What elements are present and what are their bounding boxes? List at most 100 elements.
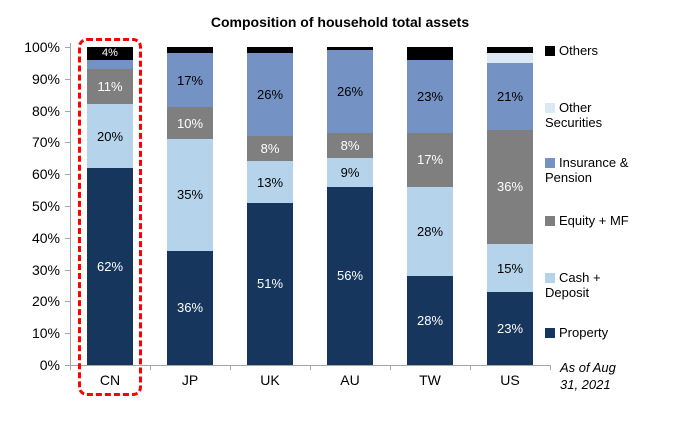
segment-value-label: 11% [97, 79, 123, 95]
category-label-cn: CN [99, 372, 121, 388]
segment-value-label: 23% [416, 88, 444, 104]
legend-swatch [545, 158, 555, 168]
category-label-uk: UK [260, 372, 280, 388]
legend-label: Cash + Deposit [545, 270, 601, 300]
category-label-jp: JP [181, 372, 199, 388]
y-tick-label: 50% [31, 198, 60, 214]
legend-swatch [545, 103, 555, 113]
y-axis-tick [65, 270, 70, 271]
y-axis [70, 43, 71, 365]
x-axis-tick [390, 365, 391, 370]
legend-item-others: Others [545, 43, 637, 58]
legend-item-cash-deposit: Cash + Deposit [545, 270, 637, 300]
legend-label: Others [559, 43, 599, 58]
bar-segment-property: 23% [487, 291, 533, 365]
bar-segment-equity-mf: 11% [87, 69, 133, 105]
bar-segment-others [247, 47, 293, 54]
y-tick-label: 30% [31, 261, 60, 278]
segment-value-label: 26% [256, 87, 284, 103]
y-tick-label: 100% [24, 39, 60, 55]
legend-swatch [545, 273, 555, 283]
y-axis-tick [65, 174, 70, 175]
legend-item-insurance-pension: Insurance & Pension [545, 155, 637, 185]
bar-segment-insurance-pension: 26% [247, 53, 293, 137]
x-axis-tick [310, 365, 311, 370]
bar-segment-insurance-pension: 26% [327, 50, 373, 133]
y-axis-tick [65, 47, 70, 48]
y-axis-tick [65, 301, 70, 302]
segment-value-label: 20% [96, 128, 124, 144]
x-axis-tick [550, 365, 551, 370]
bar-segment-insurance-pension [87, 59, 133, 70]
legend-label: Equity + MF [559, 213, 629, 228]
y-tick-label: 0% [39, 357, 60, 373]
bar-segment-equity-mf: 10% [167, 107, 213, 140]
x-axis-tick [150, 365, 151, 370]
segment-value-label: 56% [336, 268, 364, 284]
bar-segment-equity-mf: 36% [487, 129, 533, 245]
bar-segment-equity-mf: 17% [407, 132, 453, 187]
segment-value-label: 36% [496, 179, 524, 195]
y-axis-tick [65, 206, 70, 207]
y-tick-label: 40% [31, 229, 60, 246]
as-of-note-line1: As of Aug [560, 360, 616, 375]
bar-segment-cash-deposit: 20% [87, 104, 133, 168]
bar-segment-property: 51% [247, 202, 293, 365]
category-label-au: AU [340, 372, 360, 388]
segment-value-label: 28% [416, 223, 444, 239]
legend-item-property: Property [545, 325, 637, 340]
y-axis-tick [65, 238, 70, 239]
segment-value-label: 9% [340, 165, 360, 181]
as-of-note: As of Aug 31, 2021 [560, 359, 680, 393]
segment-value-label: 62% [96, 258, 124, 274]
bar-segment-others [407, 47, 453, 60]
bar-segment-others [167, 47, 213, 54]
segment-value-label: 4% [102, 46, 118, 59]
bar-segment-property: 62% [87, 167, 133, 365]
bar-segment-cash-deposit: 15% [487, 244, 533, 292]
segment-value-label: 21% [496, 88, 524, 104]
segment-value-label: 15% [496, 260, 524, 276]
legend-item-other-securities: Other Securities [545, 100, 637, 130]
bar-segment-others [327, 47, 373, 51]
category-label-tw: TW [419, 372, 441, 388]
y-tick-label: 60% [31, 166, 60, 183]
bar-segment-others: 4% [87, 47, 133, 60]
bar-segment-property: 56% [327, 186, 373, 365]
bar-segment-property: 36% [167, 250, 213, 365]
segment-value-label: 8% [340, 138, 360, 154]
y-tick-label: 90% [31, 70, 60, 87]
highlight-rect-cn [78, 38, 142, 396]
bar-segment-cash-deposit: 13% [247, 161, 293, 203]
y-tick-label: 80% [31, 102, 60, 119]
bar-segment-property: 28% [407, 275, 453, 365]
y-axis-tick [65, 365, 70, 366]
x-axis-tick [470, 365, 471, 370]
bar-segment-equity-mf: 8% [327, 132, 373, 159]
bar-segment-equity-mf: 8% [247, 136, 293, 162]
y-tick-label: 10% [31, 325, 60, 342]
legend-swatch [545, 216, 555, 226]
legend-swatch [545, 46, 555, 56]
legend-label: Insurance & Pension [545, 155, 629, 185]
x-axis-tick [230, 365, 231, 370]
bar-segment-insurance-pension: 21% [487, 62, 533, 130]
as-of-note-line2: 31, 2021 [560, 377, 611, 392]
bar-segment-cash-deposit: 28% [407, 186, 453, 276]
segment-value-label: 17% [176, 72, 204, 88]
bar-segment-cash-deposit: 35% [167, 139, 213, 251]
segment-value-label: 26% [336, 84, 364, 99]
chart-title: Composition of household total assets [210, 14, 470, 30]
segment-value-label: 13% [256, 174, 284, 190]
segment-value-label: 36% [176, 300, 204, 316]
bar-segment-other-securities [487, 53, 533, 63]
legend-label: Property [559, 325, 609, 340]
bar-segment-insurance-pension: 17% [167, 53, 213, 108]
legend-label: Other Securities [545, 100, 603, 130]
y-axis-tick [65, 333, 70, 334]
bar-segment-others [487, 47, 533, 54]
y-axis-tick [65, 142, 70, 143]
y-axis-tick [65, 111, 70, 112]
segment-value-label: 23% [496, 320, 524, 336]
